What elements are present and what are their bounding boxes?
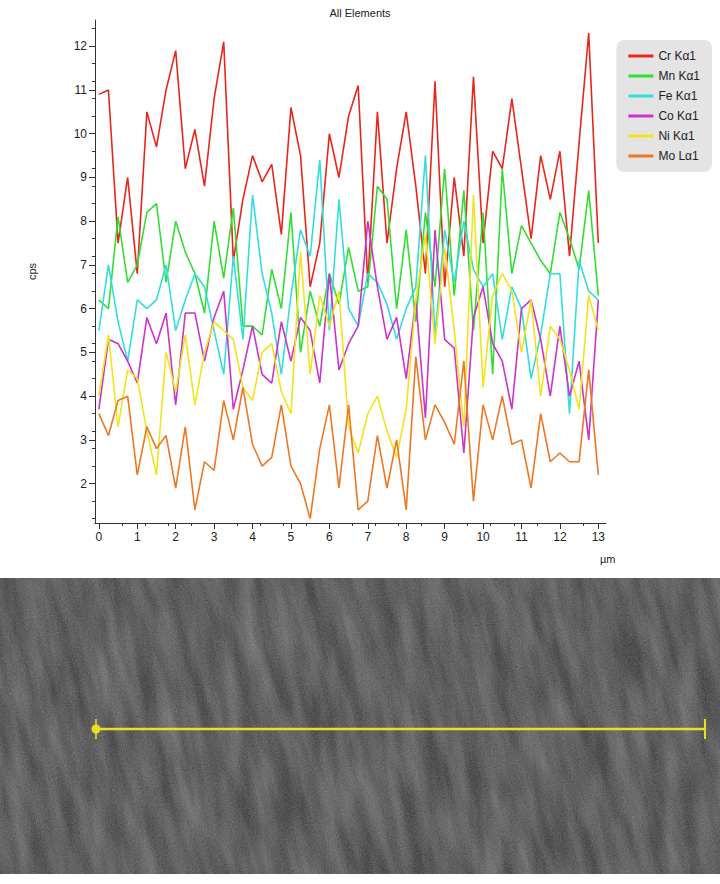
svg-text:10: 10 <box>74 127 88 141</box>
svg-text:Fe Kα1: Fe Kα1 <box>658 89 697 103</box>
svg-text:2: 2 <box>172 530 179 544</box>
svg-text:2: 2 <box>80 477 87 491</box>
svg-text:12: 12 <box>74 39 88 53</box>
svg-text:9: 9 <box>80 170 87 184</box>
svg-text:8: 8 <box>80 214 87 228</box>
svg-text:13: 13 <box>592 530 606 544</box>
svg-text:Cr Kα1: Cr Kα1 <box>658 49 696 63</box>
svg-text:12: 12 <box>553 530 567 544</box>
svg-text:4: 4 <box>80 389 87 403</box>
svg-text:9: 9 <box>441 530 448 544</box>
svg-text:6: 6 <box>80 302 87 316</box>
svg-text:µm: µm <box>600 553 616 565</box>
svg-text:Mo Lα1: Mo Lα1 <box>658 149 699 163</box>
svg-text:7: 7 <box>80 258 87 272</box>
svg-text:cps: cps <box>26 262 38 280</box>
svg-text:6: 6 <box>326 530 333 544</box>
svg-text:4: 4 <box>249 530 256 544</box>
svg-text:All Elements: All Elements <box>329 7 391 19</box>
svg-text:Ni Kα1: Ni Kα1 <box>658 129 695 143</box>
svg-text:1: 1 <box>134 530 141 544</box>
svg-text:3: 3 <box>211 530 218 544</box>
svg-text:3: 3 <box>80 433 87 447</box>
svg-text:0: 0 <box>95 530 102 544</box>
svg-text:11: 11 <box>75 83 88 97</box>
svg-text:Co Kα1: Co Kα1 <box>658 109 699 123</box>
svg-text:11: 11 <box>515 530 528 544</box>
svg-text:7: 7 <box>364 530 371 544</box>
svg-text:8: 8 <box>403 530 410 544</box>
svg-text:10: 10 <box>476 530 490 544</box>
svg-text:5: 5 <box>80 345 87 359</box>
svg-text:5: 5 <box>288 530 295 544</box>
svg-text:Mn Kα1: Mn Kα1 <box>658 69 700 83</box>
